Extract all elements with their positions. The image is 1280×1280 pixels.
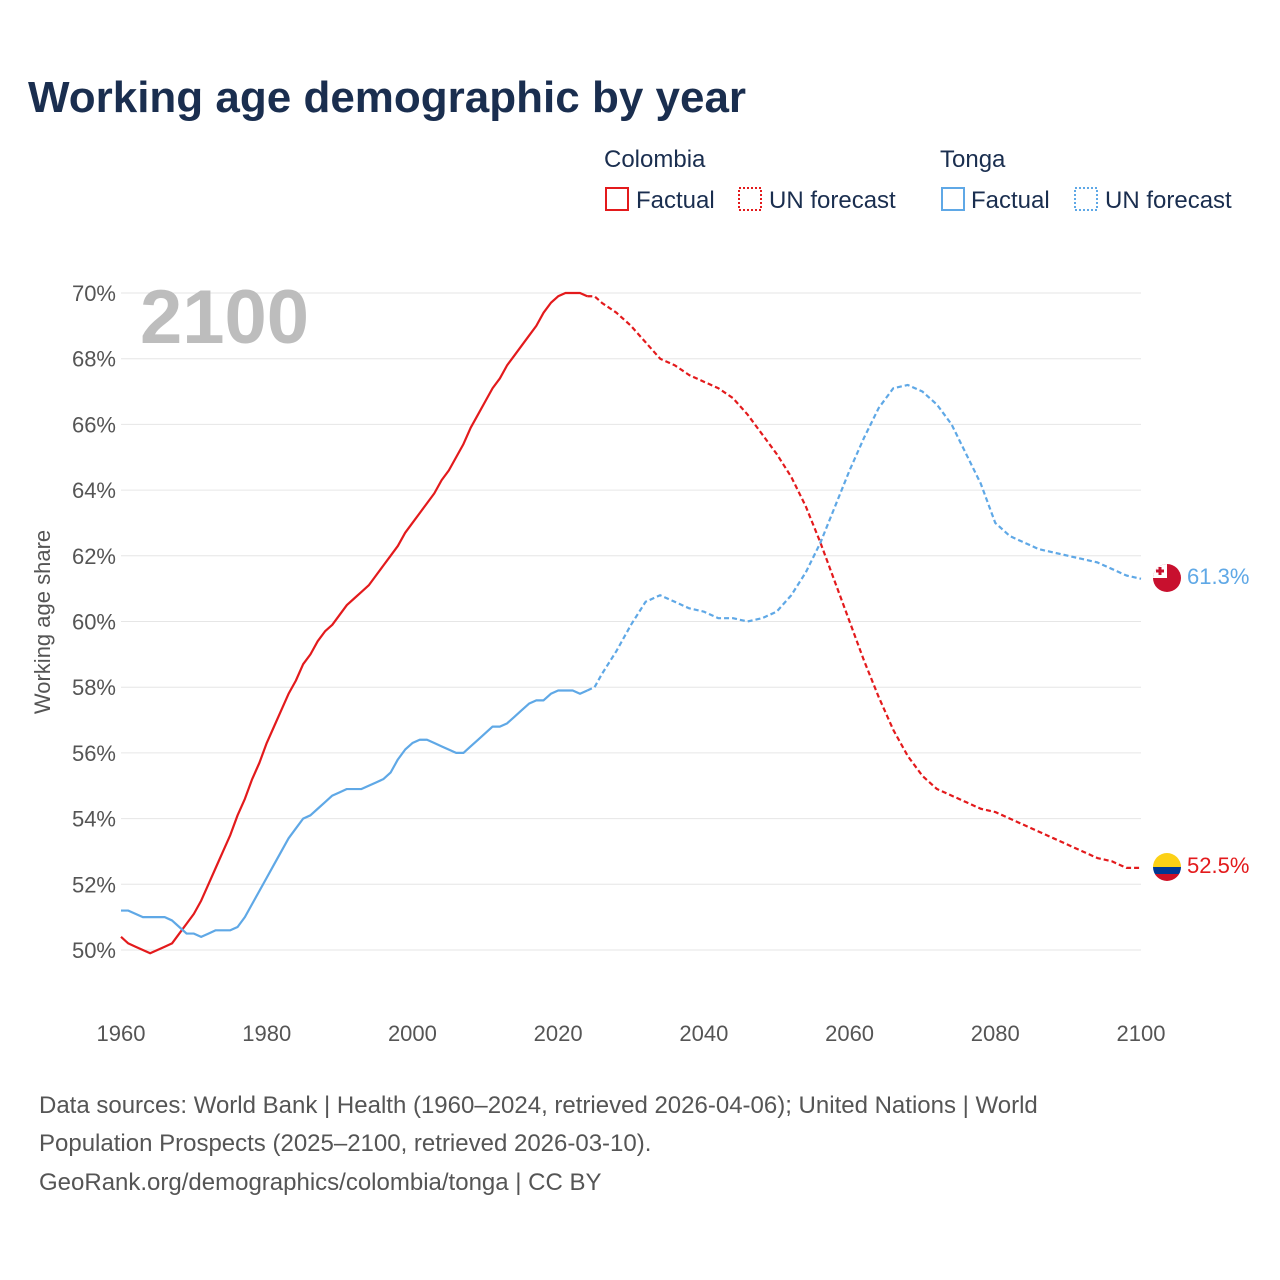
series-line-colombia-forecast — [587, 295, 1141, 869]
x-tick-label: 2100 — [1117, 1021, 1166, 1046]
legend-group-title-colombia: Colombia — [604, 146, 706, 173]
end-label-colombia: 52.5% — [1187, 853, 1249, 878]
footer-sources-line2: Population Prospects (2025–2100, retriev… — [39, 1130, 651, 1157]
year-watermark: 2100 — [140, 275, 309, 360]
gridlines — [121, 292, 1141, 951]
footer-attribution-link[interactable]: GeoRank.org/demographics/colombia/tonga … — [39, 1169, 602, 1196]
x-tick-label: 2020 — [534, 1021, 583, 1046]
tonga-flag — [1153, 564, 1181, 592]
y-tick-label: 56% — [72, 741, 116, 766]
y-tick-label: 62% — [72, 544, 116, 569]
x-tick-label: 2000 — [388, 1021, 437, 1046]
x-tick-label: 1980 — [242, 1021, 291, 1046]
series-line-tonga-factual — [121, 689, 588, 938]
y-tick-label: 58% — [72, 675, 116, 700]
series-line-colombia-factual — [120, 291, 588, 955]
x-tick-label: 2060 — [825, 1021, 874, 1046]
chart-title: Working age demographic by year — [28, 73, 746, 122]
y-tick-label: 60% — [72, 610, 116, 635]
legend-swatch-tonga-factual — [941, 187, 965, 211]
legend-label-tonga-factual: Factual — [971, 187, 1050, 214]
legend-label-colombia-factual: Factual — [636, 187, 715, 214]
x-axis-ticks: 1960 1980 2000 2020 2040 2060 2080 2100 — [97, 1021, 1166, 1046]
x-tick-label: 2080 — [971, 1021, 1020, 1046]
legend-group-title-tonga: Tonga — [940, 146, 1006, 173]
legend-swatch-colombia-forecast — [738, 187, 762, 211]
y-tick-label: 66% — [72, 412, 116, 437]
legend-swatch-colombia-factual — [605, 187, 629, 211]
colombia-flag — [1153, 853, 1181, 881]
y-tick-label: 64% — [72, 478, 116, 503]
x-tick-label: 2040 — [679, 1021, 728, 1046]
end-label-tonga: 61.3% — [1187, 564, 1249, 589]
legend-label-tonga-forecast: UN forecast — [1105, 187, 1232, 214]
y-tick-label: 68% — [72, 347, 116, 372]
x-tick-label: 1960 — [97, 1021, 146, 1046]
y-tick-label: 54% — [72, 807, 116, 832]
y-axis-ticks: 50% 52% 54% 56% 58% 60% 62% 64% 66% 68% 70% — [72, 281, 116, 963]
y-axis-title: Working age share — [30, 530, 55, 714]
legend: Colombia Factual UN forecast Tonga Factu… — [604, 146, 1232, 214]
y-tick-label: 52% — [72, 872, 116, 897]
series-lines — [120, 291, 1142, 955]
series-line-tonga-forecast — [586, 383, 1142, 692]
legend-swatch-tonga-forecast — [1074, 187, 1098, 211]
footer-sources-line1: Data sources: World Bank | Health (1960–… — [39, 1092, 1038, 1119]
legend-label-colombia-forecast: UN forecast — [769, 187, 896, 214]
y-tick-label: 50% — [72, 938, 116, 963]
y-tick-label: 70% — [72, 281, 116, 306]
